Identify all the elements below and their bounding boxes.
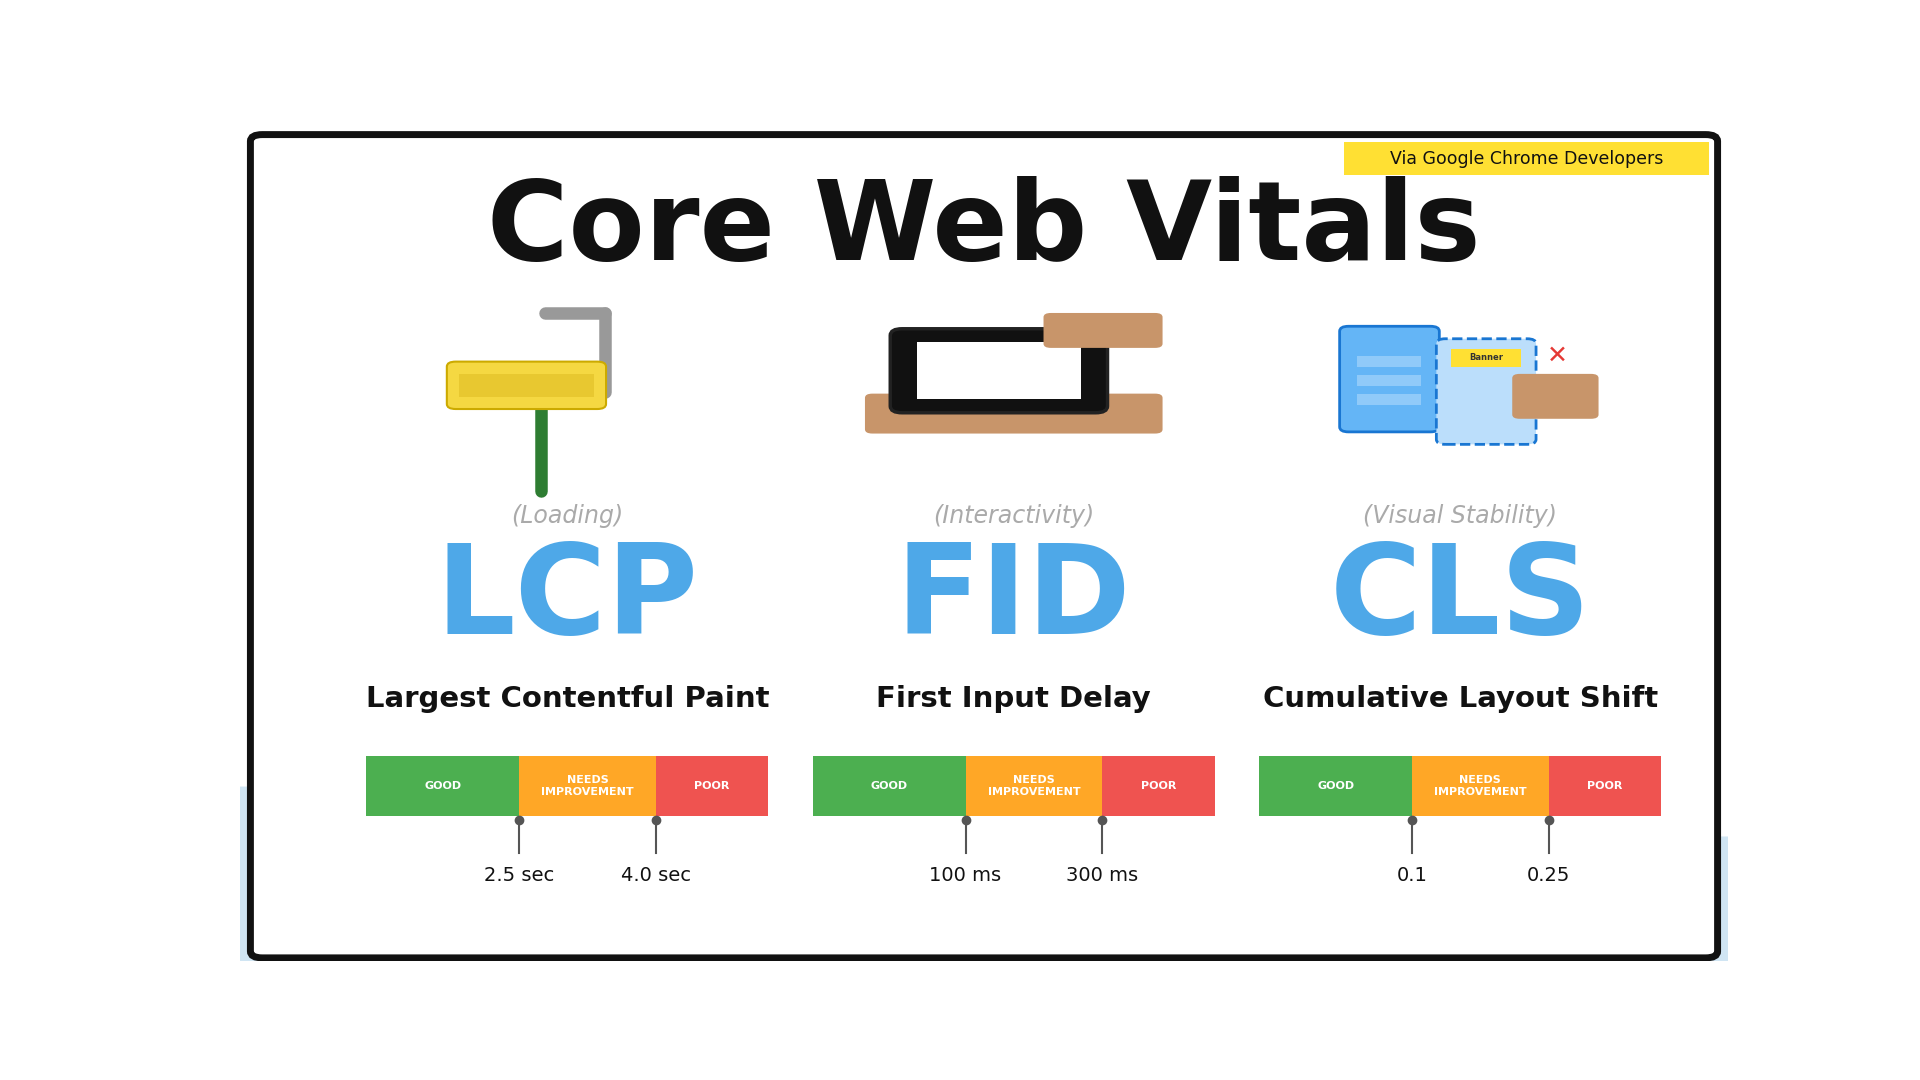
FancyBboxPatch shape bbox=[657, 756, 768, 815]
Text: 4.0 sec: 4.0 sec bbox=[620, 865, 691, 885]
FancyBboxPatch shape bbox=[1102, 756, 1215, 815]
Text: LCP: LCP bbox=[436, 539, 699, 660]
Text: (Interactivity): (Interactivity) bbox=[933, 504, 1094, 528]
FancyBboxPatch shape bbox=[447, 362, 607, 409]
Text: (Loading): (Loading) bbox=[511, 504, 624, 528]
Text: FID: FID bbox=[897, 539, 1131, 660]
FancyBboxPatch shape bbox=[518, 756, 657, 815]
FancyBboxPatch shape bbox=[1513, 374, 1599, 419]
Text: 2.5 sec: 2.5 sec bbox=[484, 865, 555, 885]
Text: 0.25: 0.25 bbox=[1526, 865, 1571, 885]
FancyBboxPatch shape bbox=[1260, 756, 1411, 815]
FancyBboxPatch shape bbox=[1344, 143, 1709, 175]
FancyBboxPatch shape bbox=[1357, 394, 1421, 405]
Text: POOR: POOR bbox=[695, 781, 730, 791]
Text: Core Web Vitals: Core Web Vitals bbox=[488, 176, 1480, 283]
Text: CLS: CLS bbox=[1329, 539, 1592, 660]
FancyBboxPatch shape bbox=[459, 374, 593, 397]
Text: GOOD: GOOD bbox=[870, 781, 908, 791]
FancyBboxPatch shape bbox=[812, 756, 966, 815]
FancyBboxPatch shape bbox=[1549, 756, 1661, 815]
Text: Largest Contentful Paint: Largest Contentful Paint bbox=[365, 685, 770, 713]
FancyBboxPatch shape bbox=[918, 342, 1081, 400]
FancyBboxPatch shape bbox=[1357, 375, 1421, 386]
FancyBboxPatch shape bbox=[1452, 349, 1521, 367]
FancyBboxPatch shape bbox=[1044, 313, 1162, 348]
FancyBboxPatch shape bbox=[891, 328, 1108, 413]
Text: Via Google Chrome Developers: Via Google Chrome Developers bbox=[1390, 150, 1663, 167]
Text: (Visual Stability): (Visual Stability) bbox=[1363, 504, 1557, 528]
Text: POOR: POOR bbox=[1140, 781, 1177, 791]
Text: 300 ms: 300 ms bbox=[1066, 865, 1139, 885]
Text: ✕: ✕ bbox=[1546, 345, 1567, 368]
Text: 100 ms: 100 ms bbox=[929, 865, 1002, 885]
FancyBboxPatch shape bbox=[1411, 756, 1549, 815]
Text: 0.1: 0.1 bbox=[1396, 865, 1427, 885]
Text: NEEDS
IMPROVEMENT: NEEDS IMPROVEMENT bbox=[987, 775, 1081, 797]
Text: Cumulative Layout Shift: Cumulative Layout Shift bbox=[1263, 685, 1657, 713]
Text: First Input Delay: First Input Delay bbox=[876, 685, 1152, 713]
FancyBboxPatch shape bbox=[1534, 836, 1743, 970]
Text: NEEDS
IMPROVEMENT: NEEDS IMPROVEMENT bbox=[1434, 775, 1526, 797]
FancyBboxPatch shape bbox=[1357, 355, 1421, 366]
Text: GOOD: GOOD bbox=[424, 781, 461, 791]
FancyBboxPatch shape bbox=[864, 393, 1162, 433]
FancyBboxPatch shape bbox=[225, 786, 434, 970]
Text: POOR: POOR bbox=[1588, 781, 1622, 791]
FancyBboxPatch shape bbox=[966, 756, 1102, 815]
Text: NEEDS
IMPROVEMENT: NEEDS IMPROVEMENT bbox=[541, 775, 634, 797]
FancyBboxPatch shape bbox=[367, 756, 518, 815]
Text: GOOD: GOOD bbox=[1317, 781, 1354, 791]
FancyBboxPatch shape bbox=[250, 135, 1718, 958]
FancyBboxPatch shape bbox=[1340, 326, 1440, 432]
Text: Banner: Banner bbox=[1469, 353, 1503, 363]
FancyBboxPatch shape bbox=[1436, 339, 1536, 444]
